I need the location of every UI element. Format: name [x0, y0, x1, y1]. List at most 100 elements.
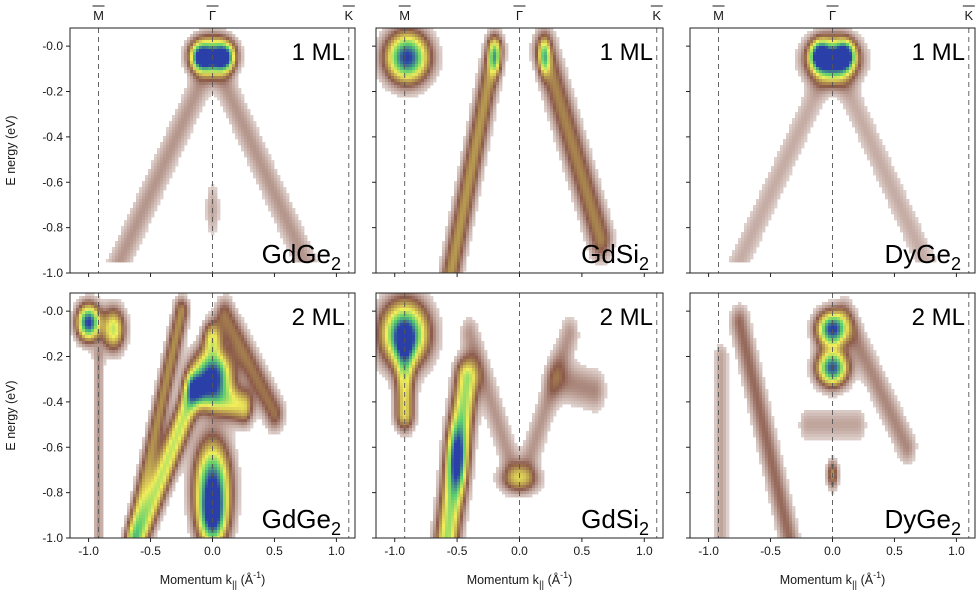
- intensity-cell: [852, 37, 856, 41]
- intensity-cell: [885, 169, 889, 173]
- high-symmetry-label: M: [399, 8, 410, 23]
- intensity-cell: [250, 148, 254, 152]
- intensity-cell: [475, 148, 479, 152]
- intensity-cell: [280, 235, 284, 239]
- intensity-cell: [915, 256, 919, 260]
- intensity-cell: [870, 151, 874, 155]
- intensity-cell: [855, 61, 859, 65]
- intensity-cell: [463, 166, 467, 170]
- intensity-cell: [873, 151, 877, 155]
- intensity-cell: [427, 64, 431, 68]
- intensity-cell: [214, 196, 218, 200]
- intensity-cell: [178, 302, 182, 306]
- intensity-cell: [124, 241, 128, 245]
- intensity-cell: [226, 94, 230, 98]
- intensity-cell: [586, 208, 590, 212]
- intensity-cell: [292, 229, 296, 233]
- intensity-cell: [220, 299, 224, 303]
- intensity-cell: [607, 208, 611, 212]
- intensity-cell: [193, 88, 197, 92]
- intensity-cell: [208, 229, 212, 233]
- intensity-cell: [750, 220, 754, 224]
- intensity-cell: [535, 79, 539, 83]
- intensity-cell: [295, 232, 299, 236]
- intensity-cell: [882, 163, 886, 167]
- intensity-cell: [295, 250, 299, 254]
- intensity-cell: [562, 160, 566, 164]
- intensity-cell: [220, 55, 224, 59]
- intensity-cell: [607, 247, 611, 251]
- intensity-cell: [136, 241, 140, 245]
- intensity-cell: [391, 61, 395, 65]
- intensity-cell: [463, 187, 467, 191]
- intensity-cell: [885, 160, 889, 164]
- intensity-cell: [538, 37, 542, 41]
- intensity-cell: [163, 181, 167, 185]
- intensity-cell: [601, 247, 605, 251]
- intensity-cell: [598, 238, 602, 242]
- intensity-cell: [559, 52, 563, 56]
- intensity-cell: [259, 166, 263, 170]
- intensity-cell: [816, 46, 820, 50]
- intensity-cell: [427, 31, 431, 35]
- intensity-cell: [310, 259, 314, 263]
- intensity-cell: [481, 73, 485, 77]
- intensity-cell: [538, 28, 542, 32]
- intensity-cell: [376, 73, 380, 77]
- intensity-cell: [415, 88, 419, 92]
- intensity-cell: [130, 235, 134, 239]
- intensity-cell: [232, 52, 236, 56]
- intensity-cell: [277, 214, 281, 218]
- intensity-cell: [118, 247, 122, 251]
- intensity-cell: [184, 52, 188, 56]
- intensity-cell: [780, 184, 784, 188]
- intensity-cell: [424, 67, 428, 71]
- intensity-cell: [169, 148, 173, 152]
- intensity-cell: [214, 305, 218, 309]
- intensity-cell: [532, 67, 536, 71]
- intensity-cell: [777, 187, 781, 191]
- intensity-cell: [307, 247, 311, 251]
- intensity-cell: [202, 67, 206, 71]
- intensity-cell: [879, 172, 883, 176]
- intensity-cell: [469, 235, 473, 239]
- intensity-cell: [601, 199, 605, 203]
- intensity-cell: [472, 193, 476, 197]
- intensity-cell: [577, 148, 581, 152]
- intensity-cell: [235, 115, 239, 119]
- intensity-cell: [400, 40, 404, 44]
- intensity-cell: [490, 94, 494, 98]
- intensity-cell: [175, 121, 179, 125]
- intensity-cell: [559, 121, 563, 125]
- intensity-cell: [556, 121, 560, 125]
- intensity-cell: [750, 247, 754, 251]
- intensity-cell: [490, 100, 494, 104]
- intensity-cell: [418, 79, 422, 83]
- intensity-cell: [136, 217, 140, 221]
- intensity-cell: [813, 43, 817, 47]
- intensity-cell: [562, 79, 566, 83]
- intensity-cell: [885, 193, 889, 197]
- intensity-cell: [744, 250, 748, 254]
- intensity-cell: [199, 43, 203, 47]
- intensity-cell: [460, 220, 464, 224]
- intensity-cell: [801, 73, 805, 77]
- intensity-cell: [822, 37, 826, 41]
- intensity-cell: [184, 97, 188, 101]
- intensity-cell: [121, 302, 125, 306]
- intensity-cell: [184, 46, 188, 50]
- intensity-cell: [217, 67, 221, 71]
- intensity-cell: [828, 79, 832, 83]
- intensity-cell: [765, 178, 769, 182]
- intensity-cell: [828, 70, 832, 74]
- intensity-cell: [457, 226, 461, 230]
- intensity-cell: [738, 250, 742, 254]
- intensity-cell: [780, 151, 784, 155]
- intensity-cell: [481, 109, 485, 113]
- intensity-cell: [208, 28, 212, 32]
- intensity-cell: [229, 73, 233, 77]
- intensity-cell: [472, 190, 476, 194]
- intensity-cell: [229, 305, 233, 309]
- intensity-cell: [232, 64, 236, 68]
- intensity-cell: [187, 73, 191, 77]
